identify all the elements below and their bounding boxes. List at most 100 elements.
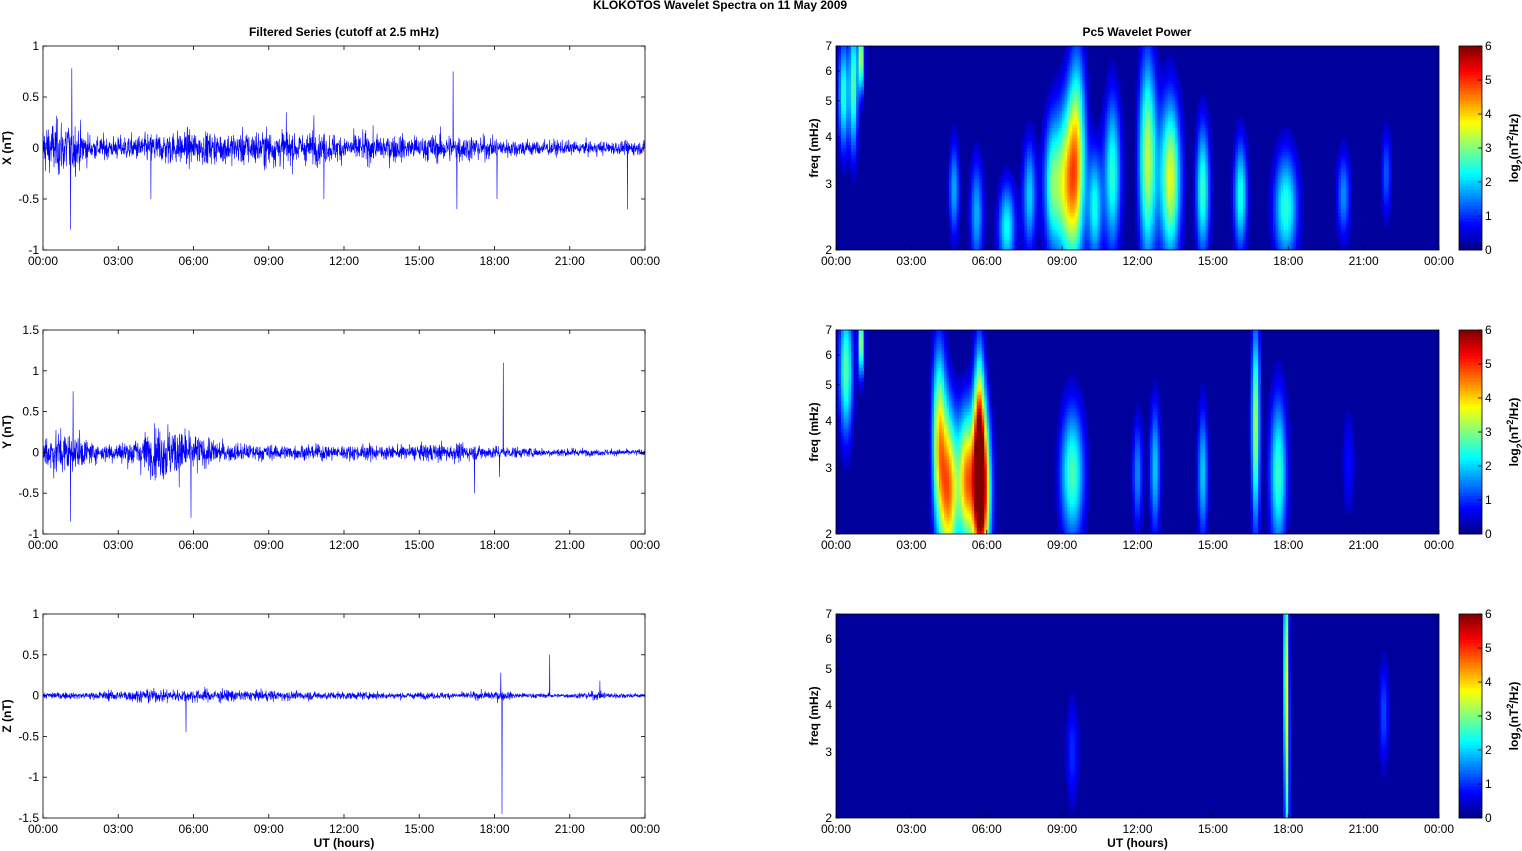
heatmap-cell: [981, 171, 985, 176]
heatmap-cell: [1137, 131, 1141, 135]
heatmap-cell: [1057, 168, 1061, 173]
heatmap-cell: [1160, 246, 1164, 250]
heatmap-cell: [1283, 233, 1287, 237]
heatmap-cell: [1057, 182, 1061, 186]
heatmap-cell: [1386, 131, 1390, 135]
heatmap-cell: [1137, 168, 1141, 173]
heatmap-cell: [1205, 236, 1209, 241]
heatmap-cell: [848, 127, 852, 132]
heatmap-cell: [1162, 222, 1166, 227]
heatmap-cell: [1278, 212, 1282, 217]
heatmap-cell: [838, 148, 842, 152]
heatmap-cell: [1054, 148, 1058, 152]
heatmap-cell: [1117, 205, 1121, 210]
heatmap-cell: [1042, 195, 1045, 200]
heatmap-cell: [1283, 182, 1287, 186]
heatmap-cell: [1180, 212, 1184, 217]
heatmap-cell: [1109, 137, 1113, 142]
heatmap-cell: [1157, 171, 1161, 176]
heatmap-cell: [1155, 239, 1158, 244]
heatmap-cell: [1001, 192, 1005, 196]
heatmap-cell: [1162, 195, 1166, 200]
heatmap-cell: [1019, 171, 1023, 176]
heatmap-cell: [1192, 151, 1196, 156]
heatmap-cell: [1240, 219, 1244, 224]
heatmap-cell: [1142, 120, 1146, 125]
series-line: [42, 654, 646, 814]
heatmap-cell: [1084, 175, 1088, 179]
heatmap-cell: [1300, 216, 1304, 220]
heatmap-cell: [861, 107, 865, 111]
heatmap-cell: [1335, 222, 1339, 227]
heatmap-cell: [1295, 171, 1299, 176]
heatmap-cell: [1210, 151, 1214, 156]
heatmap-cell: [1140, 144, 1143, 149]
heatmap-cell: [1140, 127, 1143, 132]
heatmap-cell: [1109, 239, 1113, 244]
heatmap-cell: [1273, 209, 1277, 213]
heatmap-cell: [1273, 199, 1277, 203]
heatmap-cell: [1114, 233, 1118, 237]
heatmap-cell: [1155, 141, 1158, 145]
heatmap-cell: [1089, 137, 1093, 142]
heatmap-cell: [841, 114, 844, 118]
heatmap-cell: [1054, 175, 1058, 179]
heatmap-cell: [1248, 226, 1251, 230]
heatmap-cell: [1112, 144, 1116, 149]
heatmap-cell: [1112, 90, 1116, 94]
heatmap-cell: [1160, 192, 1164, 196]
heatmap-cell: [1348, 219, 1352, 224]
heatmap-cell: [1182, 144, 1186, 149]
heatmap-cell: [1067, 185, 1071, 190]
heatmap-cell: [1197, 144, 1201, 149]
heatmap-cell: [1268, 182, 1272, 186]
heatmap-cell: [979, 151, 983, 156]
heatmap-cell: [1137, 161, 1141, 166]
heatmap-cell: [1034, 212, 1038, 217]
heatmap-cell: [1082, 171, 1086, 176]
heatmap-cell: [1029, 195, 1033, 200]
heatmap-cell: [1044, 134, 1048, 139]
heatmap-cell: [1341, 141, 1344, 145]
heatmap-cell: [1295, 205, 1299, 210]
heatmap-cell: [1074, 199, 1078, 203]
heatmap-cell: [1097, 233, 1101, 237]
heatmap-cell: [1122, 205, 1126, 210]
heatmap-cell: [1145, 205, 1148, 210]
heatmap-cell: [1054, 192, 1058, 196]
heatmap-cell: [1177, 195, 1181, 200]
heatmap-cell: [1112, 120, 1116, 125]
heatmap-cell: [1057, 158, 1061, 162]
heatmap-cell: [1175, 195, 1179, 200]
heatmap-cell: [1147, 154, 1151, 159]
heatmap-cell: [1280, 222, 1284, 227]
heatmap-cell: [1346, 151, 1349, 156]
heatmap-cell: [1248, 229, 1251, 234]
heatmap-cell: [979, 185, 983, 190]
heatmap-cell: [1230, 158, 1234, 162]
heatmap-cell: [1079, 161, 1083, 166]
heatmap-cell: [976, 171, 980, 176]
heatmap-cell: [1006, 182, 1010, 186]
heatmap-cell: [1175, 246, 1179, 250]
heatmap-cell: [1092, 202, 1096, 207]
heatmap-cell: [1338, 144, 1342, 149]
heatmap-cell: [1102, 212, 1106, 217]
heatmap-cell: [848, 110, 852, 115]
heatmap-cell: [1285, 144, 1289, 149]
heatmap-cell: [1147, 239, 1151, 244]
heatmap-cell: [1150, 97, 1153, 101]
heatmap-cell: [1119, 195, 1123, 200]
heatmap-cell: [966, 219, 970, 224]
heatmap-cell: [1167, 188, 1171, 193]
heatmap-cell: [1383, 205, 1387, 210]
heatmap-cell: [1278, 185, 1282, 190]
heatmap-cell: [1280, 151, 1284, 156]
heatmap-cell: [1381, 144, 1385, 149]
heatmap-cell: [1140, 243, 1143, 247]
heatmap-cell: [1142, 127, 1146, 132]
heatmap-cell: [851, 100, 854, 105]
heatmap-cell: [1052, 110, 1055, 115]
heatmap-cell: [1145, 239, 1148, 244]
heatmap-cell: [1057, 141, 1061, 145]
